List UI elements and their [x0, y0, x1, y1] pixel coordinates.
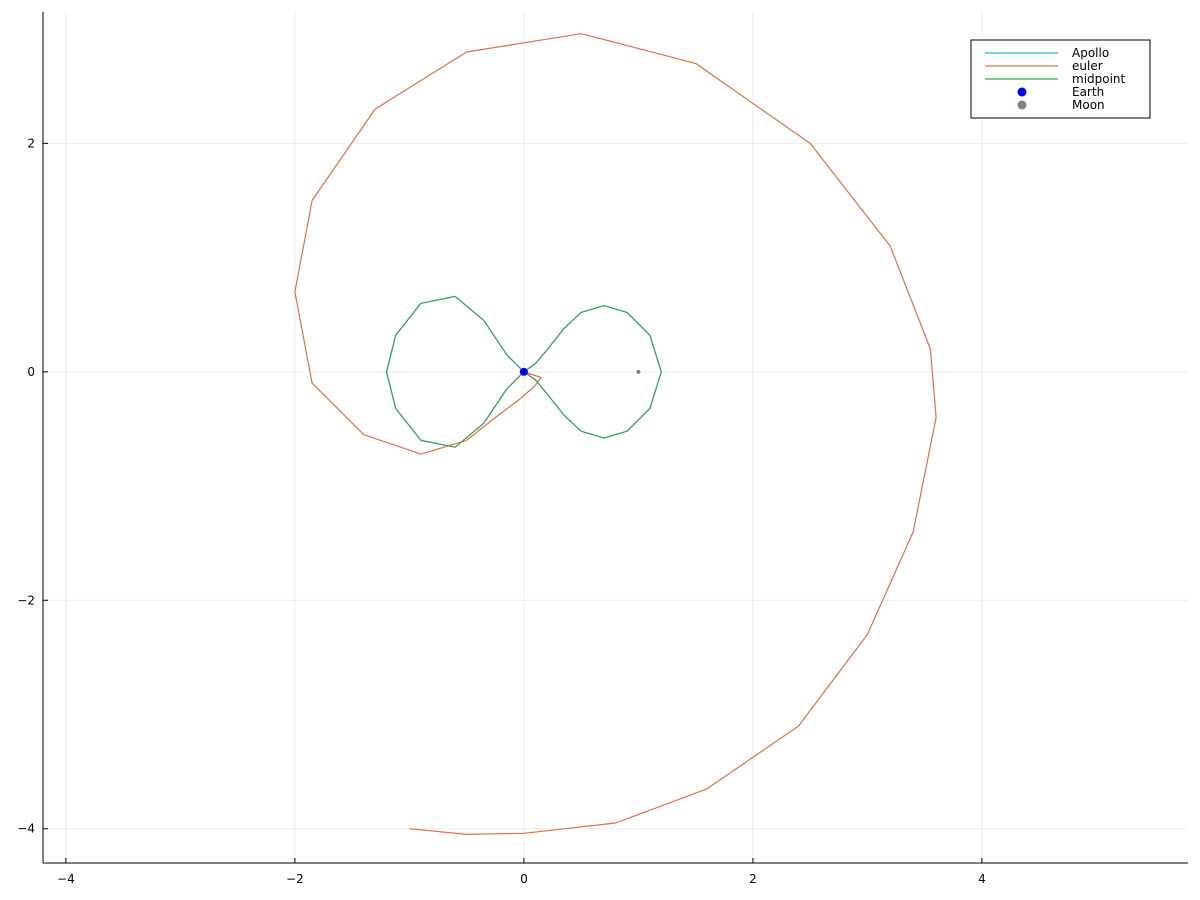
legend-label-moon: Moon — [1072, 98, 1105, 112]
legend-swatch-moon — [1017, 100, 1027, 110]
series-line-euler — [294, 33, 937, 836]
x-tick-label: 0 — [520, 872, 528, 886]
legend-swatch-earth — [1017, 87, 1027, 97]
point-earth — [519, 367, 528, 376]
x-ticks: −4 −2 0 2 4 — [57, 858, 986, 886]
series-line-midpoint — [385, 295, 662, 448]
legend-label-midpoint: midpoint — [1072, 72, 1126, 86]
point-moon — [636, 369, 641, 374]
legend-label-earth: Earth — [1072, 85, 1104, 99]
legend-label-apollo: Apollo — [1072, 46, 1109, 60]
grid-lines — [43, 12, 1188, 863]
x-tick-label: 2 — [749, 872, 757, 886]
x-tick-label: −4 — [57, 872, 75, 886]
legend-label-euler: euler — [1072, 59, 1103, 73]
x-tick-label: −2 — [286, 872, 304, 886]
y-tick-label: 0 — [27, 365, 35, 379]
y-tick-label: −2 — [17, 593, 35, 607]
x-tick-label: 4 — [978, 872, 986, 886]
y-ticks: −4 −2 0 2 — [17, 136, 48, 836]
series — [294, 33, 937, 836]
y-tick-label: −4 — [17, 822, 35, 836]
axes — [42, 12, 1188, 864]
y-tick-label: 2 — [27, 136, 35, 150]
